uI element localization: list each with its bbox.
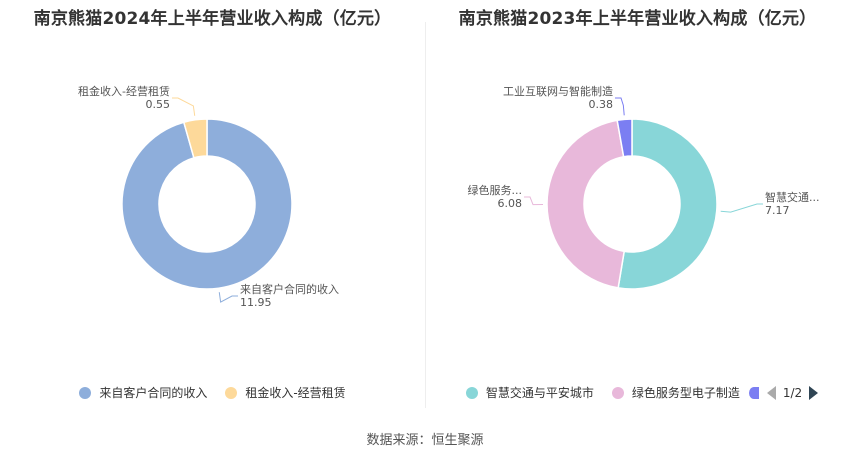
data-source-footer: 数据来源：恒生聚源 [366,433,484,448]
label-leader-line [524,196,544,206]
pager-next-icon[interactable] [809,385,819,400]
chart-panel-2024: 南京熊猫2024年上半年营业收入构成（亿元） 来自客户合同的收入 11.95 租金收… [0,0,425,420]
slice-name-label: 智慧交通... [765,190,820,204]
donut-slice[interactable] [121,118,293,290]
slice-name-label: 工业互联网与智能制造 [503,84,613,98]
legend-marker-icon-truncated [748,386,759,399]
label-leader-line [720,203,763,213]
chart-title-2024: 南京熊猫2024年上半年营业收入构成（亿元） [33,9,392,29]
chart-title-2023: 南京熊猫2023年上半年营业收入构成（亿元） [458,9,817,29]
legend-item-rental-income[interactable]: 租金收入-经营租赁 [225,384,346,401]
donut-slice[interactable] [616,118,633,158]
slice-name-label: 租金收入-经营租赁 [78,84,170,98]
pager-prev-icon[interactable] [766,385,776,400]
slice-value-label: 0.38 [589,98,614,111]
label-leader-line [218,292,238,303]
legend-marker-icon [79,386,92,399]
legend-marker-icon [225,386,238,399]
label-leader-line [615,97,625,116]
slice-name-label: 来自客户合同的收入 [240,282,339,296]
legend-item-green-manufacturing[interactable]: 绿色服务型电子制造 [611,384,740,401]
legend-2024: 来自客户合同的收入 租金收入-经营租赁 [0,384,425,401]
slice-value-label: 7.17 [765,204,790,217]
slice-value-label: 0.55 [146,98,171,111]
legend-label: 智慧交通与平安城市 [485,386,594,400]
legend-pager: 1/2 [766,385,819,400]
donut-slice[interactable] [182,118,208,159]
legend-item-smart-traffic[interactable]: 智慧交通与平安城市 [465,384,594,401]
label-leader-line [172,97,196,116]
chart-panel-2023: 南京熊猫2023年上半年营业收入构成（亿元） 智慧交通... 7.17 绿色服务..… [425,0,850,420]
legend-item-contract-revenue[interactable]: 来自客户合同的收入 [79,384,207,401]
legend-marker-icon [611,386,624,399]
legend-label: 来自客户合同的收入 [99,386,208,400]
pager-text: 1/2 [782,385,803,400]
slice-value-label: 11.95 [240,296,272,309]
legend-label: 租金收入-经营租赁 [245,386,346,400]
legend-2023: 智慧交通与平安城市 绿色服务型电子制造 1/2 [425,384,850,401]
panel-divider [425,22,426,408]
slice-value-label: 6.08 [498,197,523,210]
donut-slice[interactable] [617,118,718,290]
legend-marker-icon [465,386,478,399]
legend-label: 绿色服务型电子制造 [631,386,740,400]
slice-name-label: 绿色服务... [468,183,523,197]
donut-slice[interactable] [546,119,626,289]
